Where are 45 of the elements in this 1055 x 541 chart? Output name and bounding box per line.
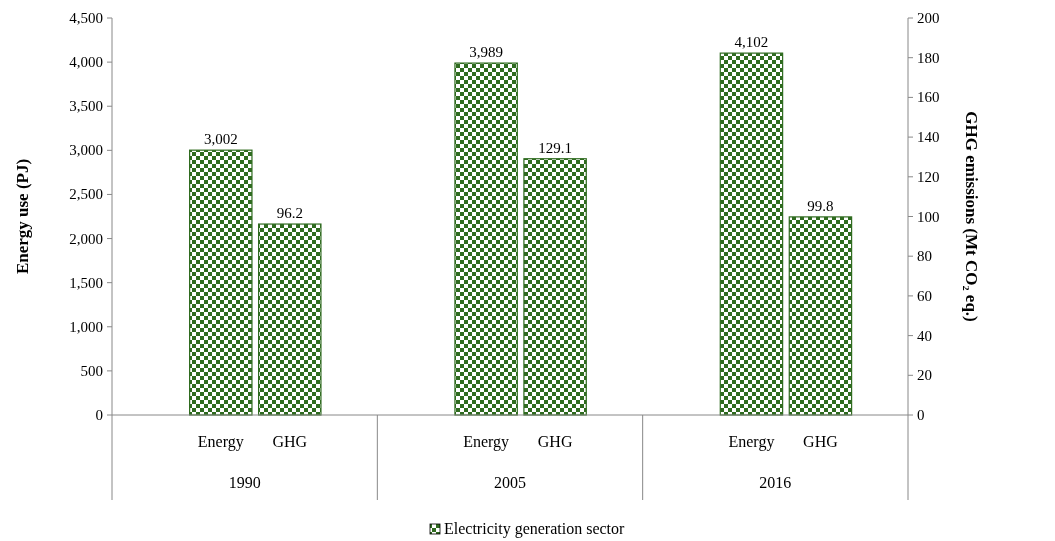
text: Energy — [728, 433, 775, 450]
y-tick-label: 500 — [80, 362, 103, 379]
y-tick-label: 4,000 — [69, 54, 103, 71]
y-tick-label: 0 — [95, 407, 103, 423]
y-tick-label: 4,500 — [69, 10, 103, 26]
bar — [454, 62, 518, 416]
y2-tick-label: 140 — [917, 129, 940, 146]
y-tick-label: 2,500 — [69, 186, 103, 203]
y-tick-label: 2,000 — [69, 230, 103, 247]
y2-tick-label: 80 — [917, 248, 932, 265]
y-tick-label: 3,500 — [69, 98, 103, 115]
y2-tick-label: 40 — [917, 327, 932, 344]
y2-tick-label: 60 — [917, 287, 932, 304]
data-label: 96.2 — [276, 205, 303, 222]
y2-tick-label: 120 — [917, 168, 940, 185]
y2-tick-label: 200 — [917, 10, 940, 26]
y2-tick-label: 20 — [917, 367, 932, 384]
data-label: 129.1 — [538, 139, 572, 156]
x-tick-label: 2016 — [759, 474, 792, 491]
y2-axis-title: GHG emissions (Mt CO₂ eq.) — [962, 111, 981, 322]
bar — [523, 158, 587, 416]
text: Energy — [463, 433, 510, 450]
data-label: 4,102 — [734, 34, 769, 51]
bar — [788, 216, 853, 416]
data-label: 3,002 — [203, 131, 238, 148]
series-label: GHG — [272, 433, 308, 450]
text: GHG — [803, 433, 838, 450]
legend-title: Electricity generation sector — [444, 520, 626, 538]
y2-tick-label: 160 — [917, 89, 940, 106]
y-tick-label: 1,500 — [69, 274, 103, 291]
x-tick-label: 1990 — [228, 474, 261, 491]
bar — [258, 223, 322, 416]
series-label: Energy — [197, 433, 244, 451]
bar — [719, 52, 784, 416]
bar — [189, 149, 253, 416]
x-tick-label: 2005 — [494, 474, 526, 491]
data-label: 99.8 — [807, 197, 834, 214]
y-tick-label: 1,000 — [69, 318, 103, 335]
y-tick-label: 3,000 — [69, 142, 103, 159]
y2-tick-label: 0 — [917, 407, 925, 423]
data-label: 3,989 — [469, 44, 503, 61]
y2-tick-label: 100 — [917, 208, 940, 225]
text: GHG — [537, 433, 573, 450]
y-axis-title: Energy use (PJ) — [13, 158, 32, 275]
y2-tick-label: 180 — [917, 49, 940, 66]
